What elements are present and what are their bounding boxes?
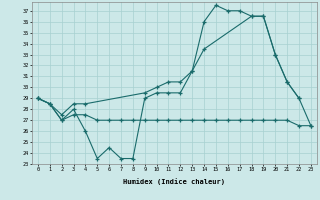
X-axis label: Humidex (Indice chaleur): Humidex (Indice chaleur) [124, 178, 225, 185]
